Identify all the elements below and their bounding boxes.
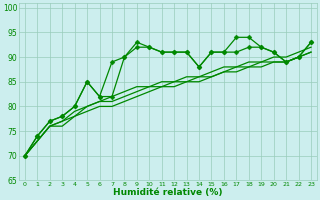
X-axis label: Humidité relative (%): Humidité relative (%): [113, 188, 223, 197]
